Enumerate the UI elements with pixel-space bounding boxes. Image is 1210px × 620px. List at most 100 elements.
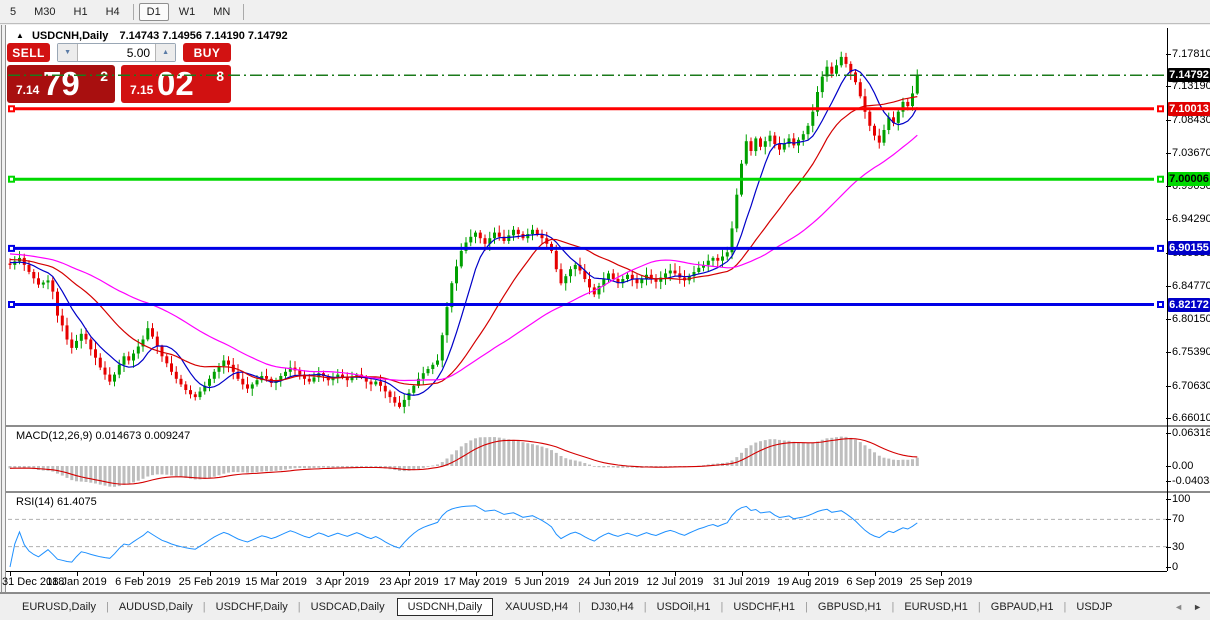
chart-tab-USDCADDaily[interactable]: USDCAD,Daily [310,601,385,613]
tab-separator: | [805,601,808,613]
price-axis-label: 7.03670 [1172,147,1210,160]
chart-tab-USDCHFH1[interactable]: USDCHF,H1 [733,601,796,613]
price-tag-7.00006: 7.00006 [1168,172,1210,187]
timeframe-5[interactable]: 5 [10,5,17,18]
rsi-axis-tick [1166,546,1171,548]
macd-axis-label: -0.040355 [1172,475,1210,487]
date-label: 3 Apr 2019 [315,576,370,588]
tab-separator: | [578,601,581,613]
chart-header: ▲ USDCNH,Daily 7.14743 7.14956 7.14190 7… [16,30,288,42]
price-axis-tick [1166,185,1171,187]
chart-tab-USDJP[interactable]: USDJP [1076,601,1113,613]
chart-tab-GBPUSDH1[interactable]: GBPUSD,H1 [817,601,882,613]
candlestick-chart[interactable] [8,28,1167,425]
price-axis-label: 7.08430 [1172,113,1210,126]
chart-tab-AUDUSDDaily[interactable]: AUDUSD,Daily [118,601,193,613]
volume-decrease-icon[interactable]: ▼ [58,44,78,61]
tab-separator: | [977,601,981,613]
price-axis-tick [1166,219,1171,221]
tab-separator: | [105,601,109,613]
price-axis-label: 6.80150 [1172,312,1210,325]
buy-button[interactable]: BUY [183,43,231,62]
date-tick [276,572,277,576]
date-tick [808,572,809,576]
macd-axis-label: 0.00 [1172,460,1194,472]
date-tick [209,572,211,576]
timeframe-M30[interactable]: M30 [34,5,56,18]
macd-axis-tick [1166,481,1171,482]
panel-separator[interactable] [6,425,1210,427]
tab-scroll-right-icon[interactable]: ► [1193,602,1202,612]
volume-increase-icon[interactable]: ▲ [156,44,176,61]
rsi-axis-label: 70 [1172,513,1185,526]
date-label: 23 Apr 2019 [379,576,439,588]
rsi-axis-label: 30 [1172,540,1185,553]
toolbar-separator [243,3,245,20]
chart-tab-EURUSDH1[interactable]: EURUSD,H1 [904,601,968,613]
price-axis-label: 6.84770 [1172,280,1210,293]
chart-tab-bar: EURUSD,Daily | AUDUSD,Daily | USDCHF,Daily | U… [0,593,1210,620]
tab-scroll-left-icon[interactable]: ◄ [1174,602,1184,612]
rsi-axis-label: 100 [1172,493,1191,505]
buy-price-small: 7.15 [130,83,154,97]
rsi-axis-tick [1166,499,1171,500]
timeframe-toolbar: 5 M30 H1 H4 D1 W1 MN [0,0,1210,24]
buy-price-big: 02 [157,65,194,102]
price-axis-tick [1166,352,1171,354]
chart-tab-USDOilH1[interactable]: USDOil,H1 [656,601,711,613]
date-label: 25 Sep 2019 [909,576,973,588]
timeframe-D1[interactable]: D1 [138,2,169,21]
volume-input[interactable] [77,44,157,61]
timeframe-MN[interactable]: MN [213,5,231,18]
price-axis-label: 6.75390 [1172,346,1210,359]
chart-tab-DJ30H4[interactable]: DJ30,H4 [591,601,634,613]
chart-tab-USDCNHDaily[interactable]: USDCNH,Daily [396,598,494,616]
price-axis-tick [1166,153,1171,155]
date-label: 5 Jun 2019 [514,576,570,588]
price-axis-tick [1166,286,1171,288]
price-axis-tick [1166,418,1171,420]
panel-separator[interactable] [6,491,1210,493]
date-tick [143,572,144,576]
sell-price-sup: 2 [100,68,108,84]
macd-axis-label: 0.063184 [1172,427,1210,439]
timeframe-H4[interactable]: H4 [105,5,120,18]
window-frame-line [1,25,2,593]
price-axis-label: 7.17810 [1172,48,1210,60]
date-tick [342,572,344,576]
price-axis-label: 6.94290 [1172,213,1210,226]
sell-button[interactable]: SELL [7,43,51,62]
date-label: 31 Jul 2019 [713,576,770,588]
macd-axis-tick [1166,466,1171,467]
collapse-panel-icon[interactable]: ▲ [16,31,24,40]
one-click-trading-panel: SELL ▼ ▲ BUY 7.14 79 2 7.15 02 8 [7,43,231,103]
sell-price-tile[interactable]: 7.14 79 2 [7,65,115,103]
rsi-panel-chart [8,505,1167,568]
window-frame-line [5,25,6,593]
date-label: 31 Dec 2018 [2,576,65,588]
rsi-axis-tick [1166,519,1171,521]
timeframe-W1[interactable]: W1 [178,5,196,18]
chart-tab-USDCHFDaily[interactable]: USDCHF,Daily [215,601,288,613]
sell-price-small: 7.14 [16,83,40,97]
date-label: 6 Feb 2019 [115,576,171,588]
chart-tab-EURUSDDaily[interactable]: EURUSD,Daily [22,601,96,613]
price-tag-6.90155: 6.90155 [1168,241,1210,256]
macd-axis-tick [1166,433,1171,434]
tab-separator: | [720,601,724,613]
chart-tab-XAUUSDH4[interactable]: XAUUSD,H4 [505,601,569,613]
date-label: 25 Feb 2019 [178,576,241,588]
price-tag-6.82172: 6.82172 [1168,297,1210,312]
date-tick [675,572,676,576]
price-axis-tick [1166,318,1171,320]
tab-separator: | [891,601,895,613]
buy-price-sup: 8 [216,68,224,84]
chart-tab-GBPAUDH1[interactable]: GBPAUD,H1 [990,601,1054,613]
chart-symbol-title: USDCNH,Daily [31,30,109,42]
timeframe-H1[interactable]: H1 [73,5,88,18]
tab-scroll-controls: ◄ ► [1174,602,1202,612]
buy-price-tile[interactable]: 7.15 02 8 [121,65,231,103]
time-axis-line [6,571,1167,572]
date-tick [941,572,942,576]
